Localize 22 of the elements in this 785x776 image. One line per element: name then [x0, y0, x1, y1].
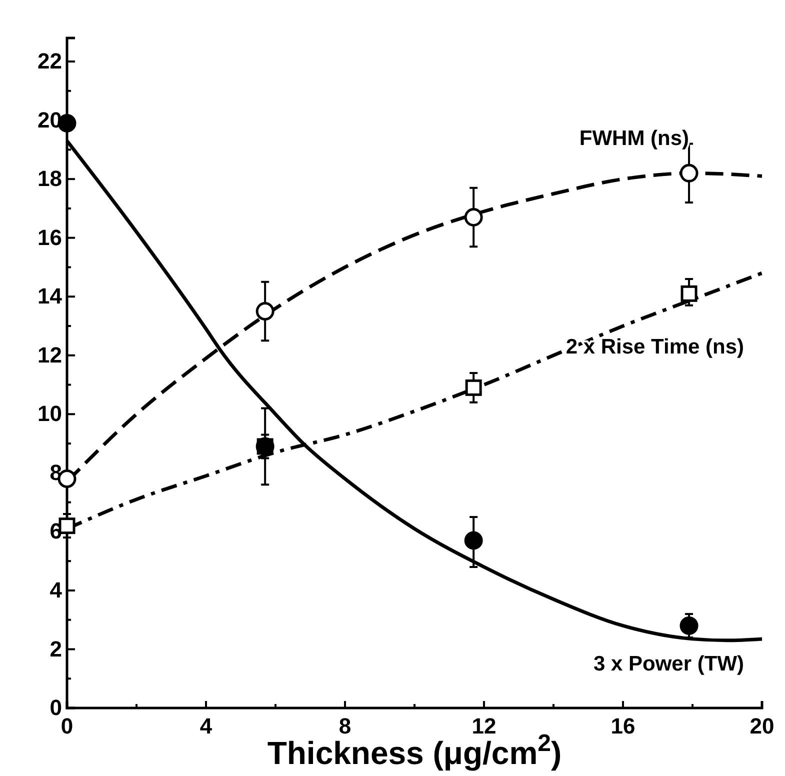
y-tick-label: 18 [38, 166, 62, 192]
point [464, 531, 483, 550]
y-tick-label: 16 [38, 224, 62, 250]
y-tick-label: 2 [50, 636, 62, 662]
point [680, 164, 698, 182]
y-tick-label: 0 [50, 695, 62, 720]
point [465, 379, 482, 396]
y-tick-label: 12 [38, 342, 62, 368]
series-label: FWHM (ns) [579, 127, 690, 150]
point [256, 302, 274, 321]
x-tick-label: 16 [610, 714, 636, 739]
point [464, 208, 483, 227]
y-tick-label: 4 [50, 577, 63, 602]
y-tick-label: 22 [38, 48, 62, 74]
point [680, 285, 698, 302]
series-label: 3 x Power (TW) [593, 652, 744, 676]
x-tick-label: 4 [200, 714, 213, 739]
y-tick-label: 10 [38, 401, 62, 426]
x-tick-label: 20 [750, 714, 774, 739]
point [680, 616, 698, 635]
y-tick-label: 14 [38, 284, 63, 309]
x-tick-label: 12 [472, 714, 496, 739]
